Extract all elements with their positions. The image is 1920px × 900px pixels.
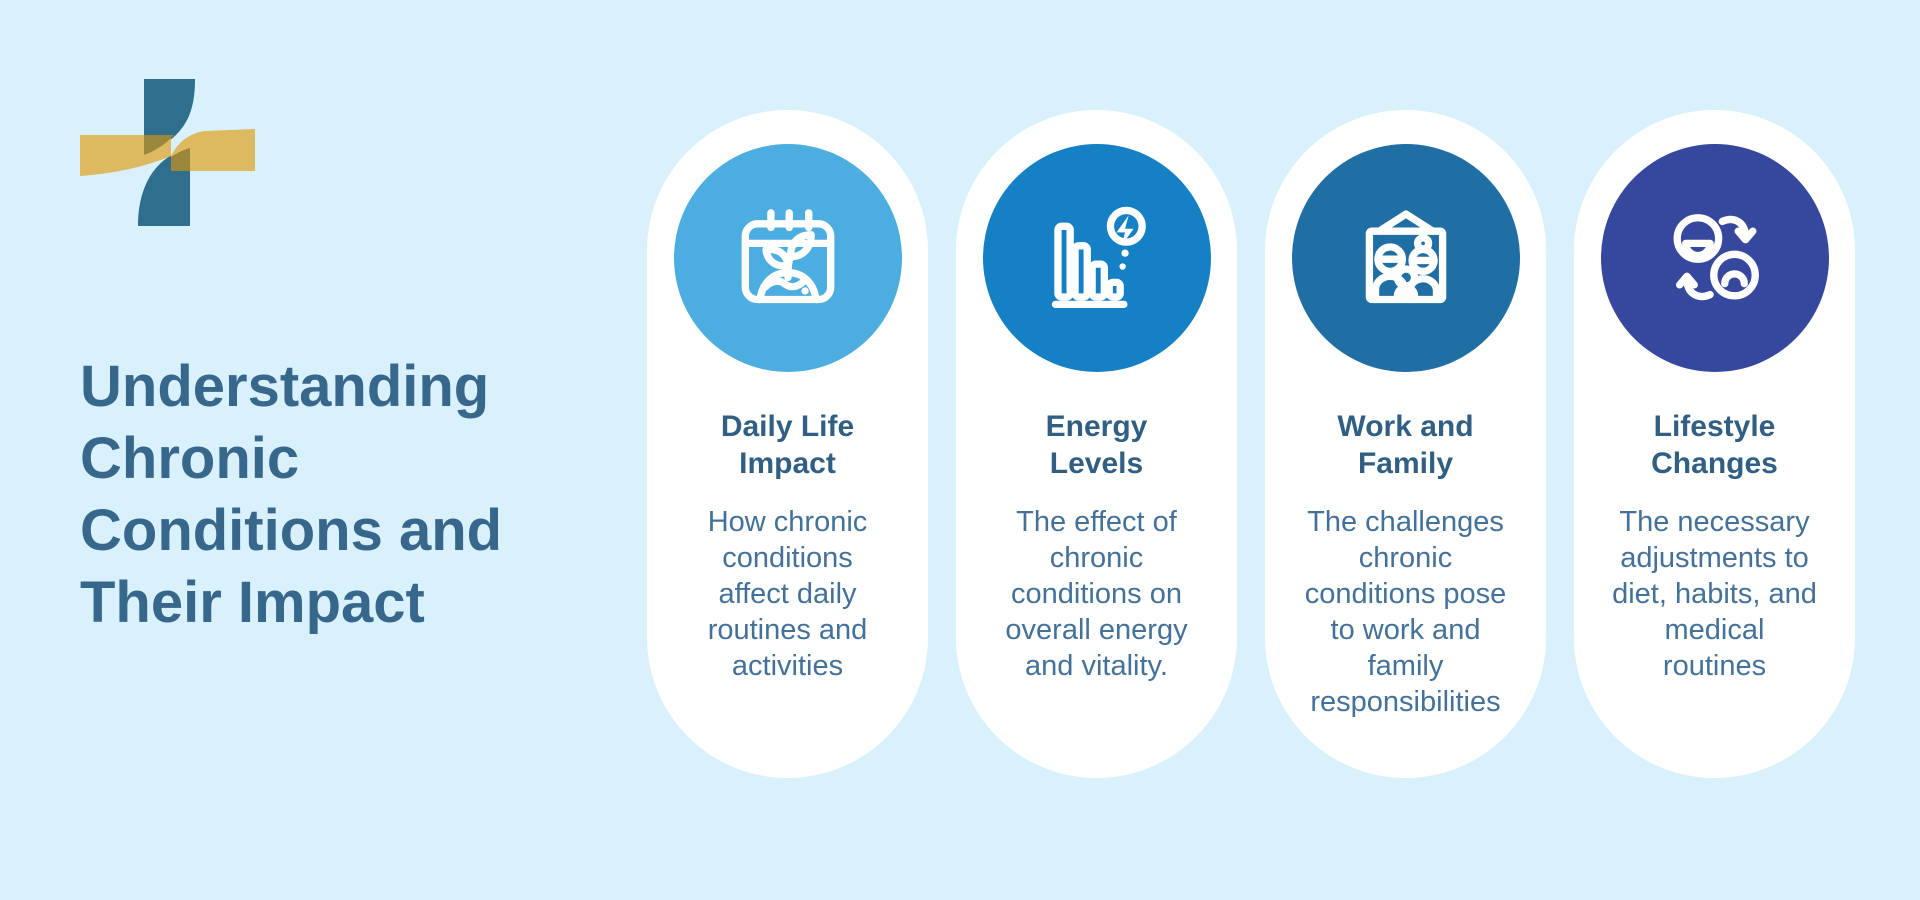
- card-description: The necessary adjustments to diet, habit…: [1612, 506, 1817, 682]
- card-daily-life-impact: Daily Life Impact How chronic conditions…: [647, 110, 928, 778]
- card-description: The effect of chronic conditions on over…: [1005, 506, 1188, 682]
- card-title: Daily Life Impact: [720, 410, 855, 480]
- calendar-sprout-icon: [741, 209, 834, 304]
- card-title: Work and Family: [1337, 410, 1474, 480]
- card-energy-levels: Energy Levels The effect of chronic cond…: [956, 110, 1237, 778]
- card-work-and-family: Work and Family The challenges chronic c…: [1265, 110, 1546, 778]
- cards-row: Daily Life Impact How chronic conditions…: [647, 110, 1855, 778]
- card-title: Energy Levels: [1045, 410, 1148, 480]
- logo-overlap-top: [144, 135, 174, 155]
- card-icon-circle: [673, 144, 902, 372]
- mood-swap-icon: [1673, 214, 1759, 301]
- card-description: The challenges chronic conditions pose t…: [1304, 506, 1507, 718]
- page-title: Understanding Chronic Conditions and The…: [80, 353, 503, 635]
- card-title: Lifestyle Changes: [1651, 410, 1778, 480]
- logo-cross-horizontal-right: [171, 129, 255, 171]
- card-icon-circle: [982, 144, 1211, 372]
- card-description: How chronic conditions affect daily rout…: [707, 506, 868, 682]
- medical-cross-logo: [80, 79, 255, 226]
- card-icon-circle: [1600, 144, 1829, 372]
- card-lifestyle-changes: Lifestyle Changes The necessary adjustme…: [1574, 110, 1855, 778]
- logo-overlap-bottom: [171, 148, 190, 171]
- card-icon-circle: [1291, 144, 1520, 372]
- family-portrait-icon: [1365, 210, 1446, 304]
- bar-chart-energy-icon: [1051, 206, 1146, 309]
